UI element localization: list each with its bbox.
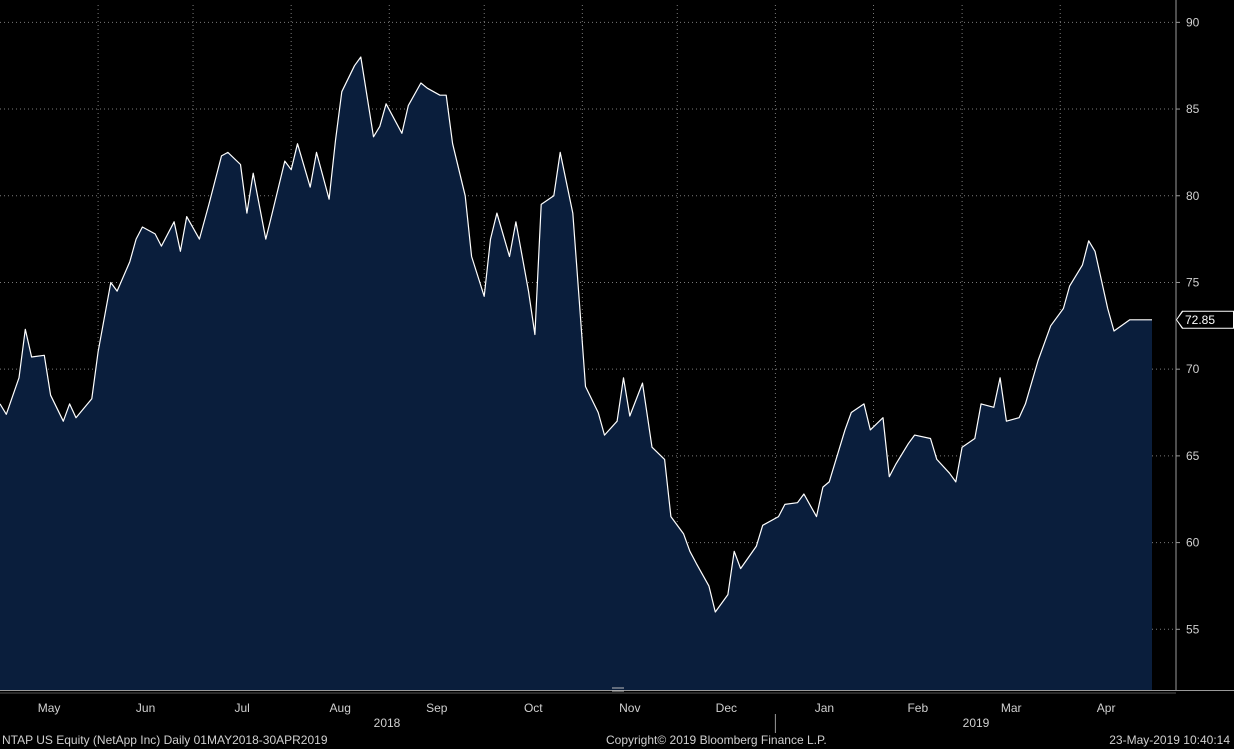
year-label-2018: 2018 [374, 716, 401, 730]
x-month-label: May [38, 701, 61, 715]
x-month-label: Feb [907, 701, 928, 715]
x-month-label: Aug [330, 701, 351, 715]
y-tick-label: 90 [1186, 15, 1200, 29]
labels: May Jun Jul Aug Sep Oct Nov Dec Jan Feb Mar Apr 2018… [38, 310, 1234, 733]
x-month-label: Jan [815, 701, 834, 715]
footer-timestamp: 23-May-2019 10:40:14 [1109, 733, 1230, 747]
x-month-label: Jun [136, 701, 155, 715]
last-price-value: 72.85 [1185, 313, 1215, 327]
footer-security-info: NTAP US Equity (NetApp Inc) Daily 01MAY2… [2, 733, 328, 747]
price-line [0, 56, 1152, 613]
x-month-label: Nov [619, 701, 640, 715]
x-month-label: Jul [234, 701, 249, 715]
footer-copyright: Copyright© 2019 Bloomberg Finance L.P. [606, 733, 827, 747]
x-month-label: Sep [426, 701, 448, 715]
year-label-2019: 2019 [963, 716, 990, 730]
x-month-label: Mar [1001, 701, 1022, 715]
last-price-box-inner [1177, 311, 1233, 328]
y-tick-label: 70 [1186, 362, 1200, 376]
y-tick-label: 60 [1186, 536, 1200, 550]
x-month-label: Apr [1097, 701, 1116, 715]
y-tick-label: 55 [1186, 622, 1200, 636]
axes: 55 60 65 70 75 80 85 90 [0, 0, 1234, 694]
y-tick-label: 65 [1186, 449, 1200, 463]
x-month-label: Oct [524, 701, 543, 715]
price-area [0, 56, 1152, 690]
x-month-label: Dec [716, 701, 737, 715]
y-tick-label: 80 [1186, 189, 1200, 203]
y-tick-label: 85 [1186, 102, 1200, 116]
y-tick-label: 75 [1186, 275, 1200, 289]
area-fill [0, 57, 1152, 690]
last-price-label: 72.85 [1176, 310, 1234, 329]
